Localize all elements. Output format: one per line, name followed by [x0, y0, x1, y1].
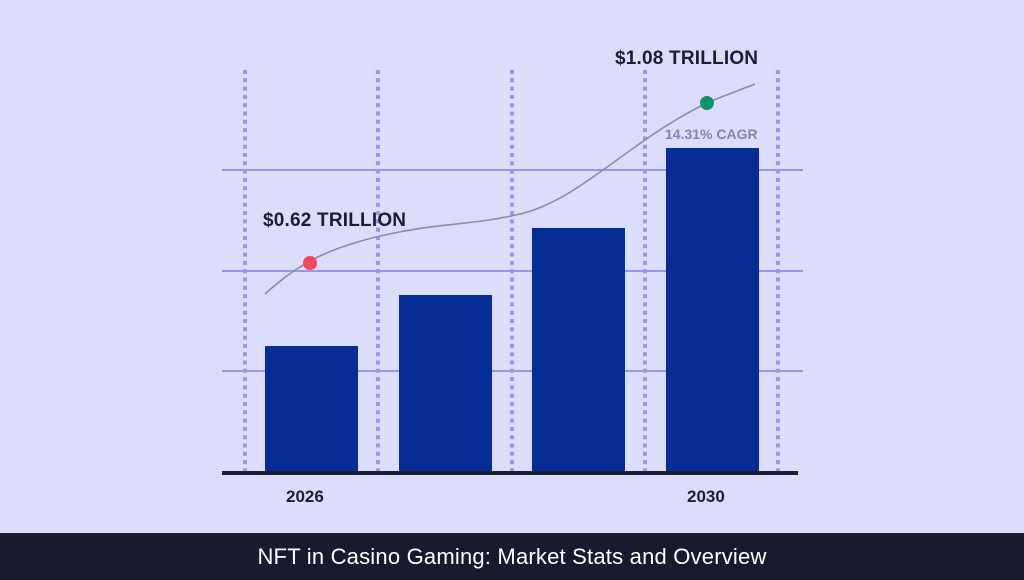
- footer-title-bar: NFT in Casino Gaming: Market Stats and O…: [0, 533, 1024, 580]
- cagr-label: 14.31% CAGR: [665, 126, 758, 142]
- start-point-marker: [303, 256, 317, 270]
- x-tick-2030: 2030: [687, 487, 725, 506]
- end-value-label: $1.08 TRILLION: [615, 48, 759, 69]
- end-point-marker: [700, 96, 714, 110]
- chart-area: $0.62 TRILLION $1.08 TRILLION 14.31% CAG…: [222, 48, 803, 506]
- vertical-dotted-gridlines: [243, 70, 780, 472]
- bars: [265, 148, 759, 472]
- bar-2028: [532, 228, 625, 472]
- bar-2027: [399, 295, 492, 472]
- bar-2026: [265, 346, 358, 472]
- bar-2030: [666, 148, 759, 472]
- bar-chart: [222, 70, 803, 475]
- footer-title: NFT in Casino Gaming: Market Stats and O…: [257, 543, 767, 569]
- x-tick-2026: 2026: [286, 487, 324, 506]
- start-value-label: $0.62 TRILLION: [263, 210, 407, 231]
